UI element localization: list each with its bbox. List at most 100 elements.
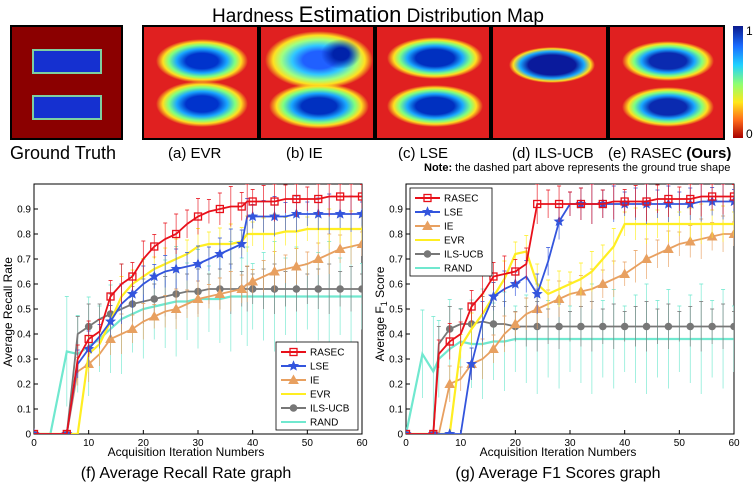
recall-point-ils-ucb — [292, 285, 301, 293]
f1-point-rasec — [686, 194, 695, 204]
f1-point-ie — [488, 343, 499, 353]
f1-point-ils-ucb — [489, 320, 498, 328]
recall-legend: RASEC LSE IE EVR ILS-UCB RAND — [275, 341, 359, 431]
f1-ytick-label: 0.1 — [389, 405, 403, 416]
f1-legend-marker — [423, 250, 432, 258]
recall-point-rasec — [62, 429, 71, 434]
f1-xtick-label: 60 — [728, 438, 740, 449]
recall-ytick-label: 0.1 — [17, 405, 31, 416]
caption-evr: (a) EVR — [168, 145, 222, 162]
f1-legend-label: IE — [444, 222, 454, 233]
f1-ytick-label: 0.2 — [389, 380, 403, 391]
f1-ylabel-suffix: Score — [373, 266, 387, 301]
recall-point-ie — [247, 275, 259, 286]
caption-ie: (b) IE — [286, 145, 323, 162]
recall-legend-marker — [287, 360, 300, 371]
recall-point-ils-ucb — [314, 285, 323, 293]
recall-point-lse — [334, 208, 346, 219]
f1-legend-label: RAND — [444, 264, 472, 275]
f1-point-rasec — [642, 197, 651, 206]
recall-point-ie — [356, 238, 362, 248]
title-emphasis: Estimation — [298, 2, 402, 27]
f1-ytick-label: 0.9 — [389, 205, 403, 216]
f1-legend-label: EVR — [444, 236, 465, 247]
rasec-upper-blob — [622, 41, 714, 81]
f1-ytick-label: 0.8 — [389, 230, 403, 241]
recall-point-ie — [170, 303, 182, 313]
heatmap-ilsucb — [491, 25, 608, 140]
f1-point-rasec — [489, 272, 498, 281]
f1-point-ie — [684, 235, 696, 246]
recall-series-area — [34, 184, 362, 434]
recall-legend-box — [275, 341, 359, 431]
f1-point-lse — [466, 358, 478, 369]
f1-legend-marker — [423, 193, 432, 203]
f1-xtick-label: 10 — [455, 438, 467, 449]
recall-point-ie — [312, 253, 324, 263]
caption-rasec: (e) RASEC (Ours) — [608, 145, 731, 162]
f1-point-lse — [531, 288, 543, 299]
recall-point-rasec — [357, 192, 362, 201]
f1-point-ils-ucb — [642, 322, 651, 331]
f1-legend: RASEC LSE IE EVR ILS-UCB RAND — [409, 187, 493, 277]
recall-ytick-label: 0.6 — [17, 280, 31, 291]
f1-series-area — [406, 184, 734, 434]
f1-point-rasec — [664, 194, 673, 204]
recall-xtick-label: 10 — [83, 438, 95, 449]
f1-chart-ylabel: Average F1 Score — [373, 266, 389, 361]
f1-point-rasec — [467, 302, 476, 311]
f1-ytick-label: 0.3 — [389, 355, 403, 366]
recall-ytick-label: 0.4 — [17, 330, 31, 341]
recall-point-ie — [148, 310, 160, 321]
recall-point-ils-ucb — [150, 295, 159, 303]
recall-point-ie — [192, 293, 204, 303]
f1-point-rasec — [554, 199, 564, 209]
recall-ytick-label: 0.5 — [17, 305, 31, 316]
caption-ground-truth: Ground Truth — [10, 143, 117, 163]
recall-xtick-label: 40 — [247, 438, 259, 449]
f1-point-ils-ucb — [708, 322, 716, 331]
f1-legend-marker — [422, 220, 433, 230]
recall-point-ie — [291, 260, 302, 271]
recall-legend-label: RASEC — [310, 348, 344, 359]
recall-point-rasec — [335, 192, 345, 201]
recall-xtick-label: 0 — [31, 438, 37, 449]
recall-point-ils-ucb — [358, 285, 362, 293]
recall-legend-marker — [288, 374, 299, 384]
f1-point-ie — [663, 243, 674, 253]
recall-point-lse — [105, 315, 117, 327]
lse-lower-blob — [387, 85, 483, 127]
recall-chart-title: (f) Average Recall Rate graph — [81, 465, 291, 482]
recall-legend-label: ILS-UCB — [310, 404, 350, 415]
heatmap-evr — [142, 25, 259, 140]
heatmap-rasec — [608, 25, 725, 140]
f1-chart-title: (g) Average F1 Scores graph — [455, 465, 660, 482]
f1-point-ie — [728, 228, 734, 238]
recall-series-rasec — [34, 184, 362, 434]
recall-legend-label: IE — [310, 376, 320, 387]
recall-point-ie — [269, 265, 280, 276]
f1-point-lse — [487, 290, 499, 302]
f1-point-rasec — [576, 199, 586, 209]
lse-upper-blob — [387, 37, 483, 79]
recall-legend-marker — [289, 404, 298, 412]
caption-rasec-text: (e) RASEC — [608, 145, 687, 162]
heatmap-ie — [259, 25, 375, 140]
recall-point-lse — [170, 263, 182, 274]
f1-point-ie — [509, 318, 521, 328]
recall-point-lse — [356, 208, 362, 219]
recall-point-rasec — [150, 242, 159, 251]
recall-point-rasec — [193, 212, 203, 221]
title-prefix: Hardness — [212, 6, 299, 27]
recall-point-lse — [192, 258, 204, 269]
recall-point-lse — [236, 238, 248, 249]
ie-lower-blob — [269, 83, 369, 129]
caption-ilsucb: (d) ILS-UCB — [512, 145, 594, 162]
recall-xtick-label: 50 — [302, 438, 314, 449]
recall-ytick-label: 0.2 — [17, 380, 31, 391]
recall-point-rasec — [106, 292, 115, 301]
f1-point-ils-ucb — [664, 322, 673, 331]
recall-point-rasec — [270, 197, 279, 206]
recall-point-ie — [105, 333, 116, 343]
title-suffix: Distribution Map — [401, 6, 544, 27]
